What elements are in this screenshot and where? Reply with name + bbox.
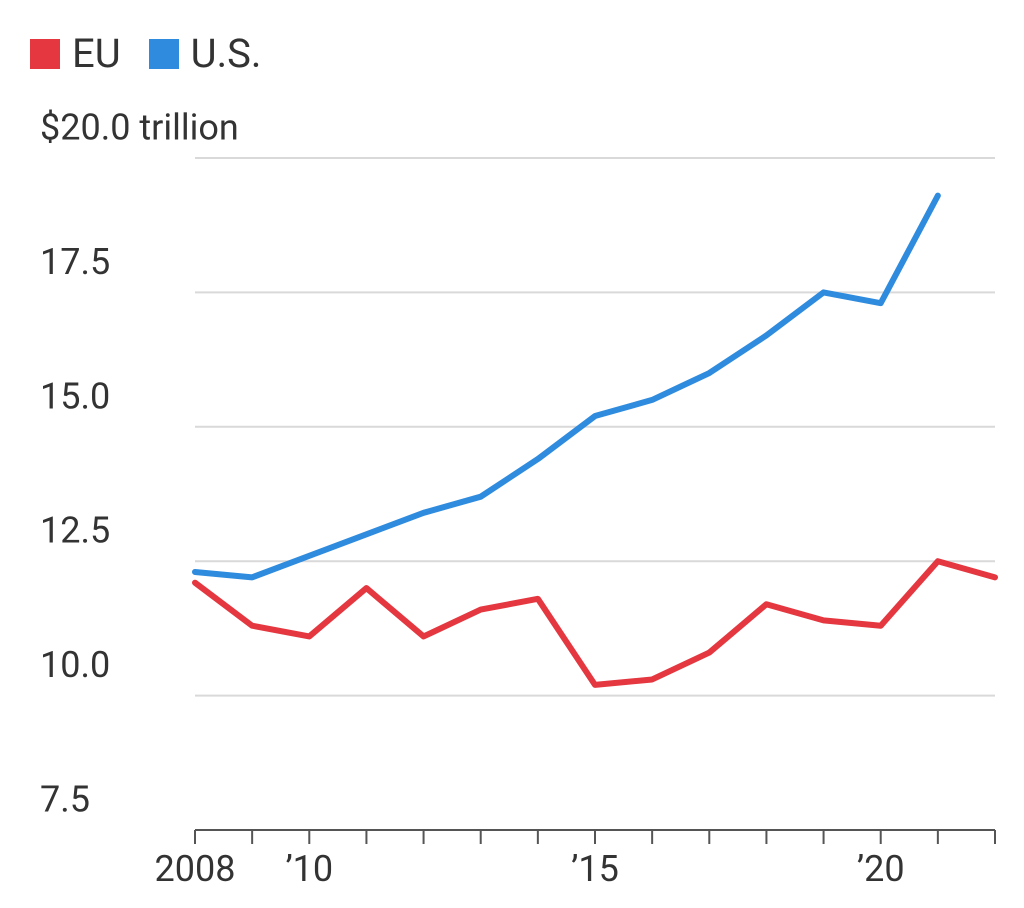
legend-label: U.S. — [191, 30, 262, 77]
y-axis-label: 17.5 — [40, 241, 110, 283]
legend-label: EU — [72, 30, 121, 77]
x-axis-label: ’10 — [285, 848, 333, 890]
legend-swatch — [149, 39, 179, 69]
x-axis-label: ’15 — [571, 848, 619, 890]
series-line-us — [195, 196, 938, 578]
y-axis-label: 7.5 — [40, 779, 90, 821]
y-axis-label: 10.0 — [40, 644, 110, 686]
legend: EU U.S. — [30, 30, 261, 77]
x-axis-label: ’20 — [857, 848, 905, 890]
x-axis-label: 2008 — [155, 848, 236, 890]
y-axis-label: 12.5 — [40, 510, 110, 552]
legend-swatch — [30, 39, 60, 69]
legend-item-eu: EU — [30, 30, 121, 77]
legend-item-us: U.S. — [149, 30, 262, 77]
y-axis-label: $20.0 trillion — [40, 107, 239, 149]
series-line-eu — [195, 561, 995, 685]
chart-svg: 7.5 10.0 12.5 15.0 17.5 $20.0 trillion 2008 ’10… — [0, 0, 1024, 908]
y-axis-label: 15.0 — [40, 375, 110, 417]
gdp-line-chart: EU U.S. 7.5 10.0 12.5 15.0 17.5 $20.0 trillion… — [0, 0, 1024, 908]
